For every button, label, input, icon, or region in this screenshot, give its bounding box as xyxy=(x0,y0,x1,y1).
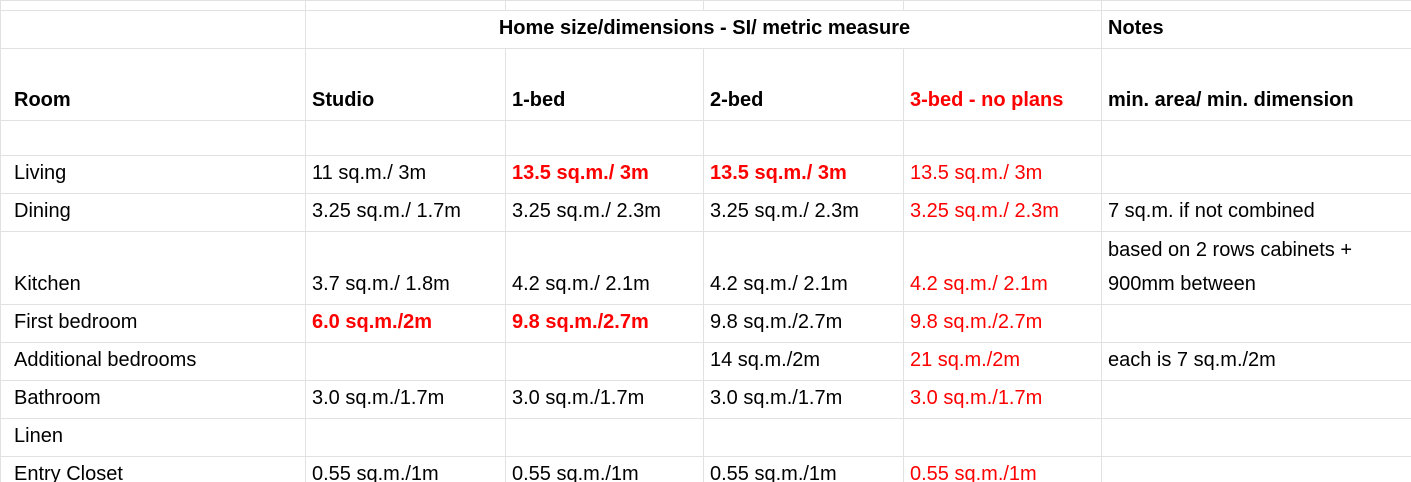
room-cell: Kitchen xyxy=(0,231,306,305)
value-cell: 3.7 sq.m./ 1.8m xyxy=(305,231,506,305)
value-cell: 4.2 sq.m./ 2.1m xyxy=(505,231,704,305)
value-cell: 14 sq.m./2m xyxy=(703,342,904,381)
value-cell: 3.0 sq.m./1.7m xyxy=(703,380,904,419)
room-cell: Bathroom xyxy=(0,380,306,419)
table-row: First bedroom 6.0 sq.m./2m 9.8 sq.m./2.7m 9… xyxy=(0,304,1411,343)
spacer-row xyxy=(0,0,1411,11)
value-cell: 3.25 sq.m./ 2.3m xyxy=(505,193,704,232)
notes-title: Notes xyxy=(1101,10,1411,49)
note-cell: 7 sq.m. if not combined xyxy=(1101,193,1411,232)
column-header: min. area/ min. dimension xyxy=(1101,48,1411,121)
table-row: Bathroom 3.0 sq.m./1.7m 3.0 sq.m./1.7m 3.0 … xyxy=(0,380,1411,419)
note-cell: based on 2 rows cabinets + 900mm between xyxy=(1101,231,1411,305)
value-cell: 0.55 sq.m./1m xyxy=(505,456,704,482)
value-cell: 9.8 sq.m./2.7m xyxy=(703,304,904,343)
table-row: Kitchen 3.7 sq.m./ 1.8m 4.2 sq.m./ 2.1m 4.2… xyxy=(0,231,1411,305)
table-row: Living 11 sq.m./ 3m 13.5 sq.m./ 3m 13.5 sq.… xyxy=(0,155,1411,194)
value-cell: 3.0 sq.m./1.7m xyxy=(505,380,704,419)
column-header: 1-bed xyxy=(505,48,704,121)
value-cell: 9.8 sq.m./2.7m xyxy=(903,304,1102,343)
room-cell: Linen xyxy=(0,418,306,457)
column-header-row: Room Studio 1-bed 2-bed 3-bed - no plans min.… xyxy=(0,48,1411,121)
spacer-row xyxy=(0,120,1411,156)
column-header: Room xyxy=(0,48,306,121)
room-cell: Entry Closet xyxy=(0,456,306,482)
column-header: Studio xyxy=(305,48,506,121)
value-cell: 6.0 sq.m./2m xyxy=(305,304,506,343)
value-cell: 21 sq.m./2m xyxy=(903,342,1102,381)
column-header: 3-bed - no plans xyxy=(903,48,1102,121)
value-cell: 3.25 sq.m./ 1.7m xyxy=(305,193,506,232)
value-cell: 13.5 sq.m./ 3m xyxy=(703,155,904,194)
value-cell: 4.2 sq.m./ 2.1m xyxy=(903,231,1102,305)
room-cell: Additional bedrooms xyxy=(0,342,306,381)
value-cell: 9.8 sq.m./2.7m xyxy=(505,304,704,343)
room-cell: First bedroom xyxy=(0,304,306,343)
value-cell: 13.5 sq.m./ 3m xyxy=(903,155,1102,194)
note-cell: each is 7 sq.m./2m xyxy=(1101,342,1411,381)
value-cell: 13.5 sq.m./ 3m xyxy=(505,155,704,194)
room-cell: Living xyxy=(0,155,306,194)
title-row: Home size/dimensions - SI/ metric measur… xyxy=(0,10,1411,49)
value-cell: 3.0 sq.m./1.7m xyxy=(305,380,506,419)
value-cell: 11 sq.m./ 3m xyxy=(305,155,506,194)
column-header: 2-bed xyxy=(703,48,904,121)
value-cell: 0.55 sq.m./1m xyxy=(703,456,904,482)
value-cell: 3.25 sq.m./ 2.3m xyxy=(903,193,1102,232)
room-cell: Dining xyxy=(0,193,306,232)
table-row: Dining 3.25 sq.m./ 1.7m 3.25 sq.m./ 2.3m 3.… xyxy=(0,193,1411,232)
value-cell: 4.2 sq.m./ 2.1m xyxy=(703,231,904,305)
header-title: Home size/dimensions - SI/ metric measur… xyxy=(305,10,1102,49)
value-cell: 3.25 sq.m./ 2.3m xyxy=(703,193,904,232)
value-cell: 0.55 sq.m./1m xyxy=(903,456,1102,482)
table-row: Entry Closet 0.55 sq.m./1m 0.55 sq.m./1m 0.… xyxy=(0,456,1411,482)
table-row: Linen xyxy=(0,418,1411,457)
table-row: Additional bedrooms 14 sq.m./2m 21 sq.m./2… xyxy=(0,342,1411,381)
value-cell: 0.55 sq.m./1m xyxy=(305,456,506,482)
value-cell: 3.0 sq.m./1.7m xyxy=(903,380,1102,419)
